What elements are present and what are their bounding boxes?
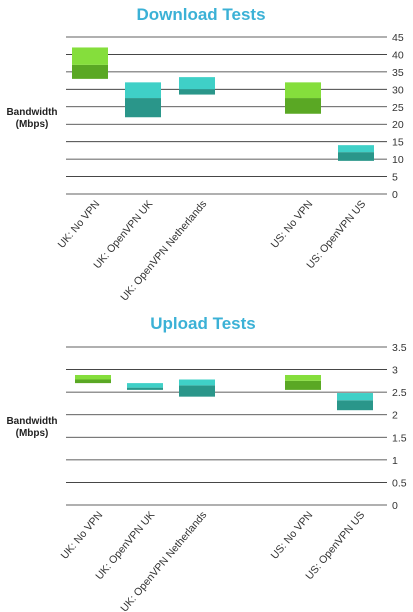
- upload-y-tick-label: 2.5: [392, 387, 407, 399]
- download-category-label: US: OpenVPN US: [304, 198, 368, 271]
- upload-y-tick-label: 1.5: [392, 432, 407, 444]
- download-y-ticks: 0 5 10 15 20 25 30 35 40 45: [392, 32, 404, 201]
- upload-y-tick-label: 1: [392, 455, 398, 467]
- upload-y-tick-label: 3: [392, 365, 398, 377]
- upload-bars: [75, 374, 373, 411]
- upload-category-label: UK: No VPN: [59, 509, 106, 561]
- download-bar-upper-segment: [179, 77, 215, 90]
- download-chart: Download Tests Bandwidth (Mbps) 0 5 10 15 20…: [6, 5, 403, 303]
- upload-bar-upper-segment: [75, 374, 111, 380]
- upload-category-label: US: OpenVPN US: [303, 509, 367, 582]
- download-y-tick-label: 0: [392, 189, 398, 201]
- download-y-tick-label: 45: [392, 32, 404, 44]
- download-bar-lower-segment: [72, 64, 108, 79]
- upload-y-ticks: 0 0.5 1 1.5 2 2.5 3 3.5: [392, 342, 407, 512]
- download-y-tick-label: 40: [392, 49, 404, 61]
- upload-category-label: UK: OpenVPN Netherlands: [118, 509, 209, 612]
- download-y-tick-label: 20: [392, 119, 404, 131]
- download-y-tick-label: 25: [392, 102, 404, 114]
- download-y-tick-label: 5: [392, 172, 398, 184]
- download-y-tick-label: 10: [392, 154, 404, 166]
- upload-y-tick-label: 0.5: [392, 477, 407, 489]
- download-bar-lower-segment: [338, 152, 374, 161]
- upload-bar-lower-segment: [337, 400, 373, 411]
- download-chart-title: Download Tests: [136, 5, 265, 24]
- upload-y-axis-label-line1: Bandwidth: [6, 416, 57, 427]
- upload-bar-upper-segment: [127, 383, 163, 388]
- download-y-axis-label-line2: (Mbps): [16, 119, 49, 130]
- upload-y-axis-label-line2: (Mbps): [16, 428, 49, 439]
- download-bar-upper-segment: [72, 47, 108, 65]
- download-y-tick-label: 15: [392, 137, 404, 149]
- download-y-axis-label-line1: Bandwidth: [6, 107, 57, 118]
- upload-y-tick-label: 0: [392, 500, 398, 512]
- upload-chart-title: Upload Tests: [150, 314, 255, 333]
- upload-bar-lower-segment: [127, 387, 163, 390]
- upload-y-tick-label: 2: [392, 410, 398, 422]
- upload-y-tick-label: 3.5: [392, 342, 407, 354]
- download-gridlines: [66, 36, 387, 195]
- download-bar-lower-segment: [125, 98, 161, 118]
- download-bar-lower-segment: [179, 89, 215, 95]
- upload-bar-upper-segment: [179, 379, 215, 386]
- download-bar-upper-segment: [285, 82, 321, 99]
- upload-bar-lower-segment: [179, 385, 215, 397]
- download-category-label: UK: OpenVPN UK: [91, 198, 155, 271]
- download-category-label: UK: No VPN: [56, 198, 103, 250]
- upload-bar-upper-segment: [285, 374, 321, 381]
- upload-chart: Upload Tests Bandwidth (Mbps) 0 0.5 1 1.5 2 2…: [6, 314, 406, 612]
- upload-category-label: US: No VPN: [269, 509, 316, 561]
- upload-bar-lower-segment: [285, 380, 321, 390]
- upload-bar-lower-segment: [75, 379, 111, 384]
- download-bar-lower-segment: [285, 98, 321, 114]
- download-y-tick-label: 35: [392, 67, 404, 79]
- download-bar-upper-segment: [338, 145, 374, 153]
- upload-bar-upper-segment: [337, 393, 373, 401]
- download-y-tick-label: 30: [392, 84, 404, 96]
- download-category-label: US: No VPN: [269, 198, 316, 250]
- upload-gridlines: [66, 346, 387, 506]
- download-bar-upper-segment: [125, 82, 161, 99]
- download-bars: [72, 47, 374, 161]
